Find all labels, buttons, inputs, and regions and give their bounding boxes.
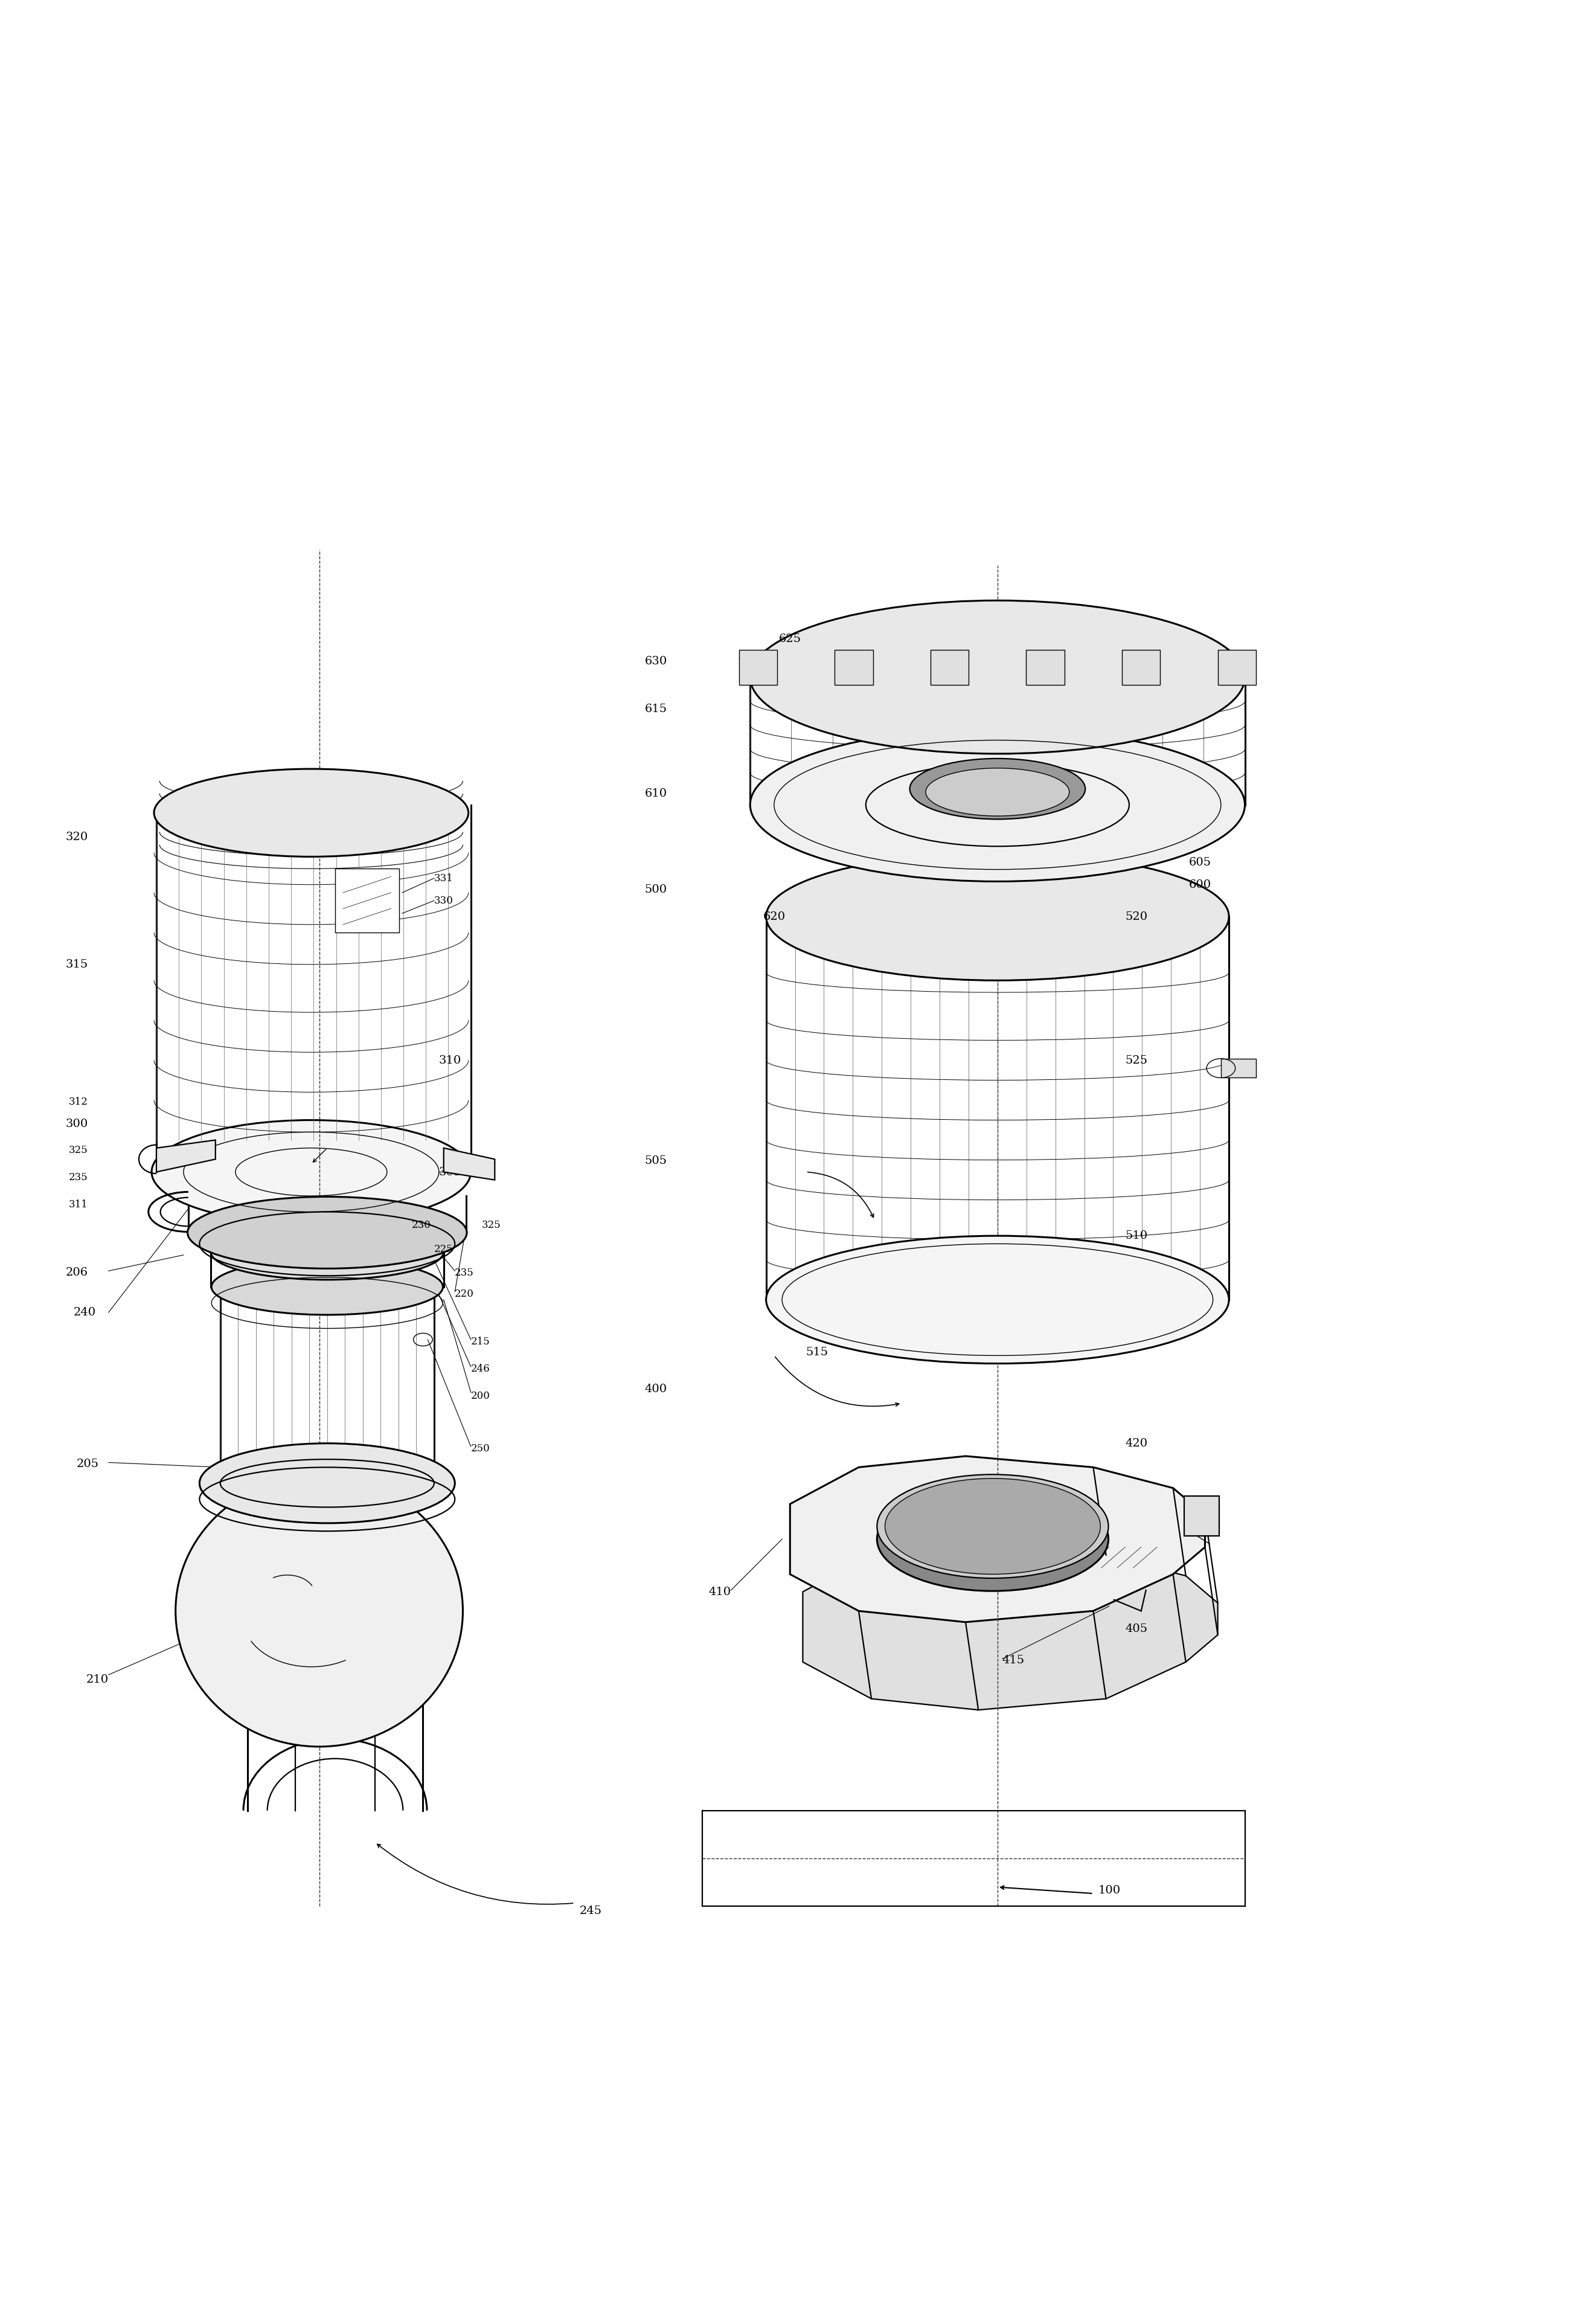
Text: 410: 410 xyxy=(709,1586,731,1598)
Text: 505: 505 xyxy=(645,1156,667,1165)
Text: 235: 235 xyxy=(69,1172,88,1181)
Text: 240: 240 xyxy=(73,1306,96,1318)
Text: 311: 311 xyxy=(69,1200,88,1209)
Text: 230: 230 xyxy=(412,1221,431,1230)
Text: 312: 312 xyxy=(69,1098,88,1107)
Text: 520: 520 xyxy=(1125,911,1148,922)
Text: 305: 305 xyxy=(439,1168,461,1177)
Text: 235: 235 xyxy=(455,1267,474,1279)
Ellipse shape xyxy=(187,1198,466,1269)
Ellipse shape xyxy=(876,1475,1108,1579)
Ellipse shape xyxy=(766,1237,1229,1364)
Text: 210: 210 xyxy=(86,1674,109,1685)
Ellipse shape xyxy=(876,1487,1108,1591)
Text: 220: 220 xyxy=(455,1288,474,1299)
Ellipse shape xyxy=(220,1260,434,1309)
Ellipse shape xyxy=(153,770,469,858)
Ellipse shape xyxy=(176,1475,463,1746)
Text: 331: 331 xyxy=(434,874,453,883)
Text: 525: 525 xyxy=(1125,1054,1148,1066)
Bar xyxy=(1122,650,1160,684)
Text: 246: 246 xyxy=(471,1364,490,1373)
Polygon shape xyxy=(444,1149,495,1179)
Ellipse shape xyxy=(200,1443,455,1524)
Text: 215: 215 xyxy=(471,1336,490,1348)
Text: 320: 320 xyxy=(65,832,88,842)
Text: 300: 300 xyxy=(65,1119,88,1131)
Bar xyxy=(930,650,969,684)
Text: 100: 100 xyxy=(1098,1884,1120,1896)
Ellipse shape xyxy=(910,758,1085,818)
Text: 610: 610 xyxy=(645,788,667,800)
Ellipse shape xyxy=(750,601,1245,754)
Bar xyxy=(739,650,777,684)
Text: 405: 405 xyxy=(1125,1623,1148,1635)
Bar xyxy=(1221,1059,1256,1077)
Text: 205: 205 xyxy=(77,1459,99,1470)
Text: 206: 206 xyxy=(65,1267,88,1279)
Text: 245: 245 xyxy=(579,1905,602,1917)
Text: 315: 315 xyxy=(65,959,88,971)
Bar xyxy=(1184,1496,1219,1535)
Text: 325: 325 xyxy=(482,1221,501,1230)
Polygon shape xyxy=(790,1457,1205,1623)
Text: 625: 625 xyxy=(779,633,801,645)
Text: 400: 400 xyxy=(645,1385,667,1394)
Text: 250: 250 xyxy=(471,1443,490,1454)
Text: 630: 630 xyxy=(1034,657,1057,666)
Bar xyxy=(1218,650,1256,684)
Ellipse shape xyxy=(766,853,1229,980)
Text: 310: 310 xyxy=(439,1054,461,1066)
Text: 605: 605 xyxy=(1189,858,1211,867)
Bar xyxy=(835,650,873,684)
Ellipse shape xyxy=(211,1260,442,1316)
Text: 225: 225 xyxy=(434,1244,453,1253)
Ellipse shape xyxy=(211,1223,444,1281)
Ellipse shape xyxy=(926,768,1069,816)
Text: 500: 500 xyxy=(645,883,667,895)
Text: 415: 415 xyxy=(1002,1655,1025,1667)
Text: 325: 325 xyxy=(69,1144,88,1156)
Text: 200: 200 xyxy=(471,1392,490,1401)
Text: 510: 510 xyxy=(1125,1230,1148,1242)
Polygon shape xyxy=(803,1544,1218,1711)
Polygon shape xyxy=(156,1140,215,1172)
Bar xyxy=(335,869,399,932)
Ellipse shape xyxy=(750,728,1245,881)
Bar xyxy=(1026,650,1065,684)
Text: 515: 515 xyxy=(806,1348,828,1357)
Ellipse shape xyxy=(884,1477,1101,1574)
Ellipse shape xyxy=(152,1119,471,1223)
Text: 620: 620 xyxy=(763,911,785,922)
Text: 420: 420 xyxy=(1125,1438,1148,1450)
Text: 330: 330 xyxy=(434,897,453,906)
Text: 630: 630 xyxy=(645,657,667,666)
Text: 600: 600 xyxy=(1189,879,1211,890)
Text: 615: 615 xyxy=(645,703,667,714)
